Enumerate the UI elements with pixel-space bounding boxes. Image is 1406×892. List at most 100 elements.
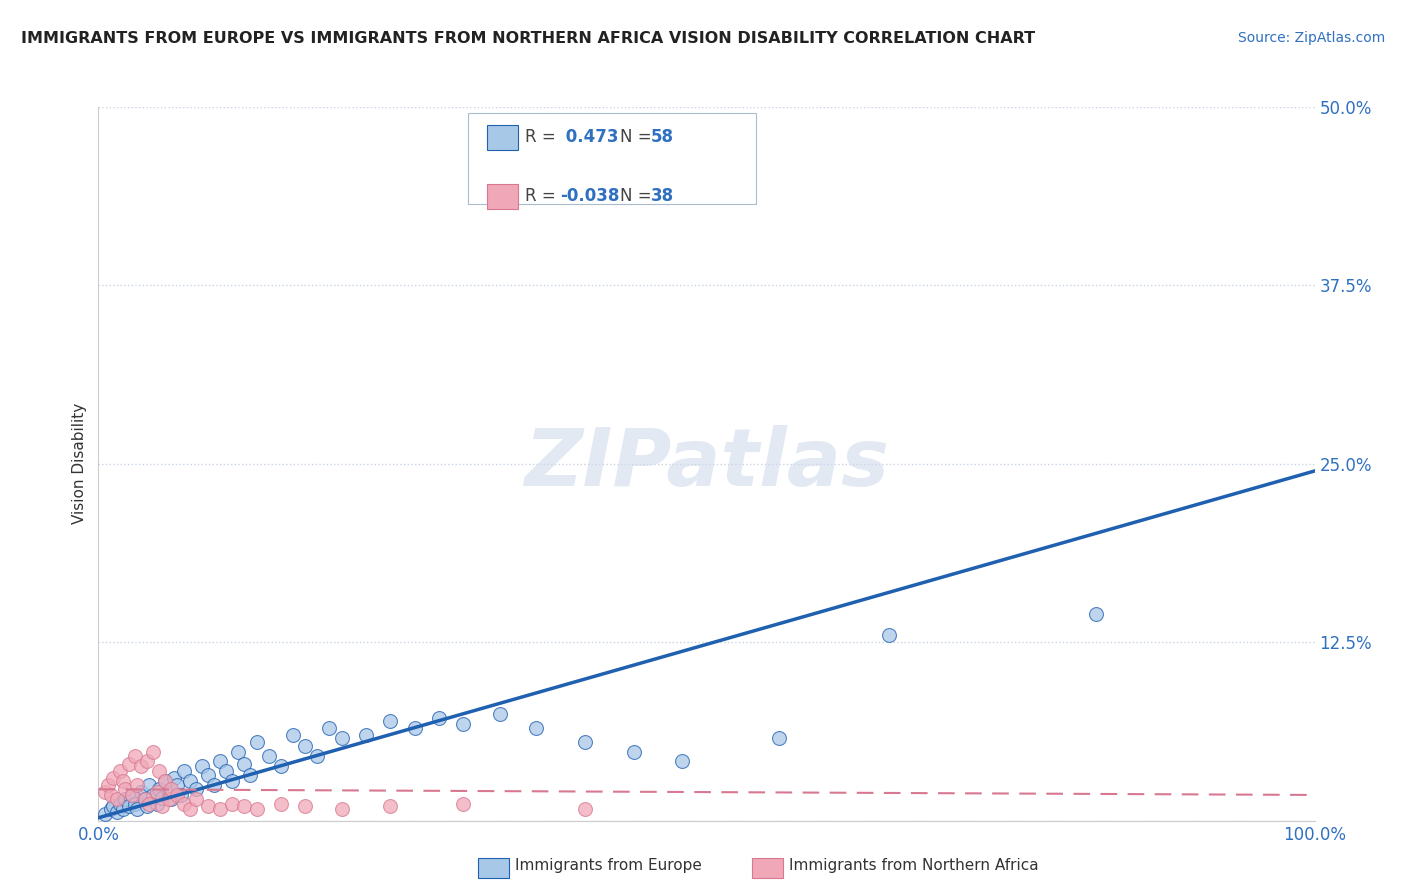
Point <box>110 764 132 778</box>
Point <box>129 785 152 799</box>
Point <box>209 754 232 768</box>
Point <box>160 792 183 806</box>
Point <box>121 788 143 802</box>
Point <box>138 778 160 792</box>
Point <box>155 773 177 788</box>
Point <box>150 790 173 805</box>
Point <box>129 759 152 773</box>
Point <box>221 773 243 788</box>
Point <box>142 788 165 802</box>
Point <box>330 802 353 816</box>
Point <box>197 799 219 814</box>
Point <box>221 797 243 811</box>
Point <box>148 782 170 797</box>
Point <box>93 806 115 821</box>
Text: R =: R = <box>524 187 561 205</box>
Point <box>136 754 159 768</box>
Point <box>524 721 547 735</box>
Point <box>354 728 377 742</box>
Point <box>294 739 316 754</box>
Point <box>257 749 280 764</box>
Point <box>270 759 292 773</box>
Text: 58: 58 <box>651 128 675 146</box>
Point <box>101 771 124 785</box>
Text: N =: N = <box>620 187 657 205</box>
Text: N =: N = <box>620 128 657 146</box>
Point <box>114 792 136 806</box>
Point <box>191 759 214 773</box>
Point <box>184 792 207 806</box>
Point <box>157 792 180 806</box>
Point <box>142 745 165 759</box>
Point <box>318 721 340 735</box>
Point <box>127 778 149 792</box>
Point <box>215 764 238 778</box>
Point <box>574 802 596 816</box>
Point <box>330 731 353 745</box>
Point <box>184 782 207 797</box>
Point <box>136 799 159 814</box>
Point <box>134 792 156 806</box>
Point <box>202 778 225 792</box>
Point <box>173 764 195 778</box>
Point <box>160 782 183 797</box>
Point <box>768 731 790 745</box>
Point <box>671 754 693 768</box>
Point <box>233 799 256 814</box>
Point <box>380 799 402 814</box>
Point <box>146 785 169 799</box>
Point <box>307 749 329 764</box>
Point <box>380 714 402 728</box>
Point <box>97 778 120 792</box>
Point <box>488 706 510 721</box>
Point <box>197 768 219 782</box>
Point <box>233 756 256 771</box>
Point <box>239 768 262 782</box>
Point <box>166 778 188 792</box>
Point <box>93 785 115 799</box>
Point <box>150 799 173 814</box>
Text: ZIPatlas: ZIPatlas <box>524 425 889 503</box>
Point <box>157 785 180 799</box>
Y-axis label: Vision Disability: Vision Disability <box>72 403 87 524</box>
Point <box>118 756 141 771</box>
Point <box>114 782 136 797</box>
Point <box>453 716 475 731</box>
Point <box>453 797 475 811</box>
Text: Immigrants from Northern Africa: Immigrants from Northern Africa <box>789 858 1039 872</box>
Point <box>623 745 645 759</box>
Point <box>281 728 304 742</box>
Point <box>100 788 122 802</box>
Point <box>100 802 122 816</box>
Point <box>146 797 169 811</box>
Text: 38: 38 <box>651 187 675 205</box>
Point <box>111 773 134 788</box>
Point <box>245 802 267 816</box>
Point <box>111 802 134 816</box>
Text: Source: ZipAtlas.com: Source: ZipAtlas.com <box>1237 31 1385 45</box>
Point <box>121 788 143 802</box>
Point <box>245 735 267 749</box>
Point <box>173 797 195 811</box>
Point <box>404 721 426 735</box>
Text: 0.473: 0.473 <box>560 128 619 146</box>
Point <box>124 797 146 811</box>
Point <box>105 792 128 806</box>
Point <box>101 799 124 814</box>
Point <box>1084 607 1107 621</box>
Point <box>574 735 596 749</box>
Point <box>127 802 149 816</box>
Point <box>134 792 156 806</box>
Text: R =: R = <box>524 128 561 146</box>
Point <box>138 797 160 811</box>
Point <box>270 797 292 811</box>
Point <box>877 628 900 642</box>
Point <box>294 799 316 814</box>
Point <box>179 773 201 788</box>
Point <box>105 805 128 819</box>
Text: IMMIGRANTS FROM EUROPE VS IMMIGRANTS FROM NORTHERN AFRICA VISION DISABILITY CORR: IMMIGRANTS FROM EUROPE VS IMMIGRANTS FRO… <box>21 31 1035 46</box>
Text: -0.038: -0.038 <box>560 187 619 205</box>
Point <box>427 711 450 725</box>
Point <box>166 788 188 802</box>
Point <box>148 764 170 778</box>
